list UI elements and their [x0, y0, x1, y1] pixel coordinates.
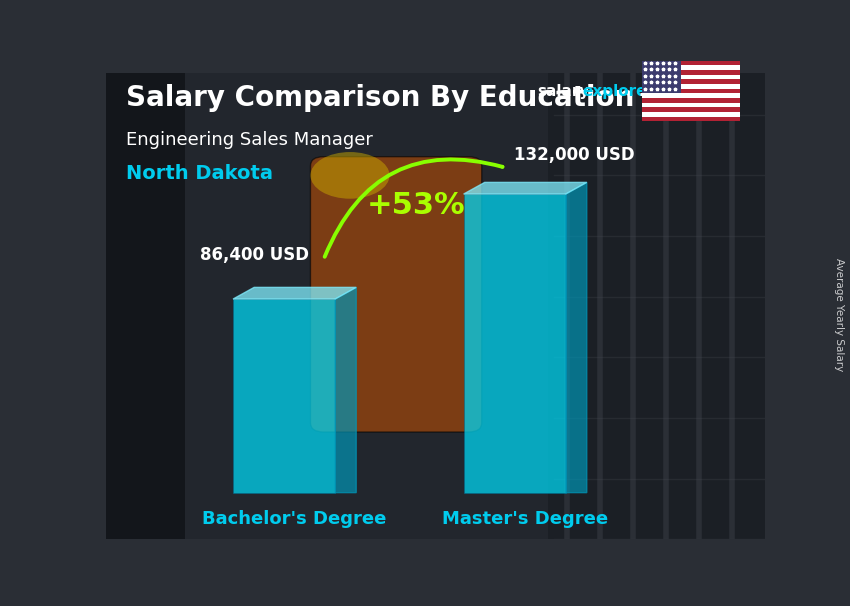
- Text: Salary Comparison By Education: Salary Comparison By Education: [126, 84, 634, 112]
- Text: Master's Degree: Master's Degree: [442, 510, 609, 528]
- Text: Bachelor's Degree: Bachelor's Degree: [202, 510, 387, 528]
- FancyBboxPatch shape: [310, 157, 482, 432]
- Bar: [185, 73, 547, 539]
- Text: +53%: +53%: [366, 191, 465, 220]
- Bar: [642, 75, 740, 79]
- Text: Engineering Sales Manager: Engineering Sales Manager: [126, 131, 373, 149]
- Bar: [642, 112, 740, 116]
- FancyArrowPatch shape: [325, 159, 502, 257]
- Polygon shape: [463, 182, 586, 194]
- Text: Average Yearly Salary: Average Yearly Salary: [834, 259, 844, 371]
- Bar: [547, 73, 765, 539]
- Bar: [642, 65, 740, 70]
- Text: explorer: explorer: [582, 84, 654, 99]
- Bar: [106, 73, 185, 539]
- Bar: [642, 102, 740, 107]
- Bar: [642, 61, 681, 93]
- Bar: [233, 299, 335, 493]
- Text: 86,400 USD: 86,400 USD: [200, 246, 309, 264]
- Bar: [642, 93, 740, 98]
- Polygon shape: [233, 287, 356, 299]
- Bar: [463, 194, 566, 493]
- Polygon shape: [335, 287, 356, 493]
- Polygon shape: [566, 182, 586, 493]
- Text: salary: salary: [538, 84, 590, 99]
- Text: North Dakota: North Dakota: [126, 164, 273, 183]
- Bar: [642, 84, 740, 88]
- Text: .com: .com: [638, 84, 679, 99]
- Ellipse shape: [310, 152, 389, 199]
- Text: 132,000 USD: 132,000 USD: [513, 145, 634, 164]
